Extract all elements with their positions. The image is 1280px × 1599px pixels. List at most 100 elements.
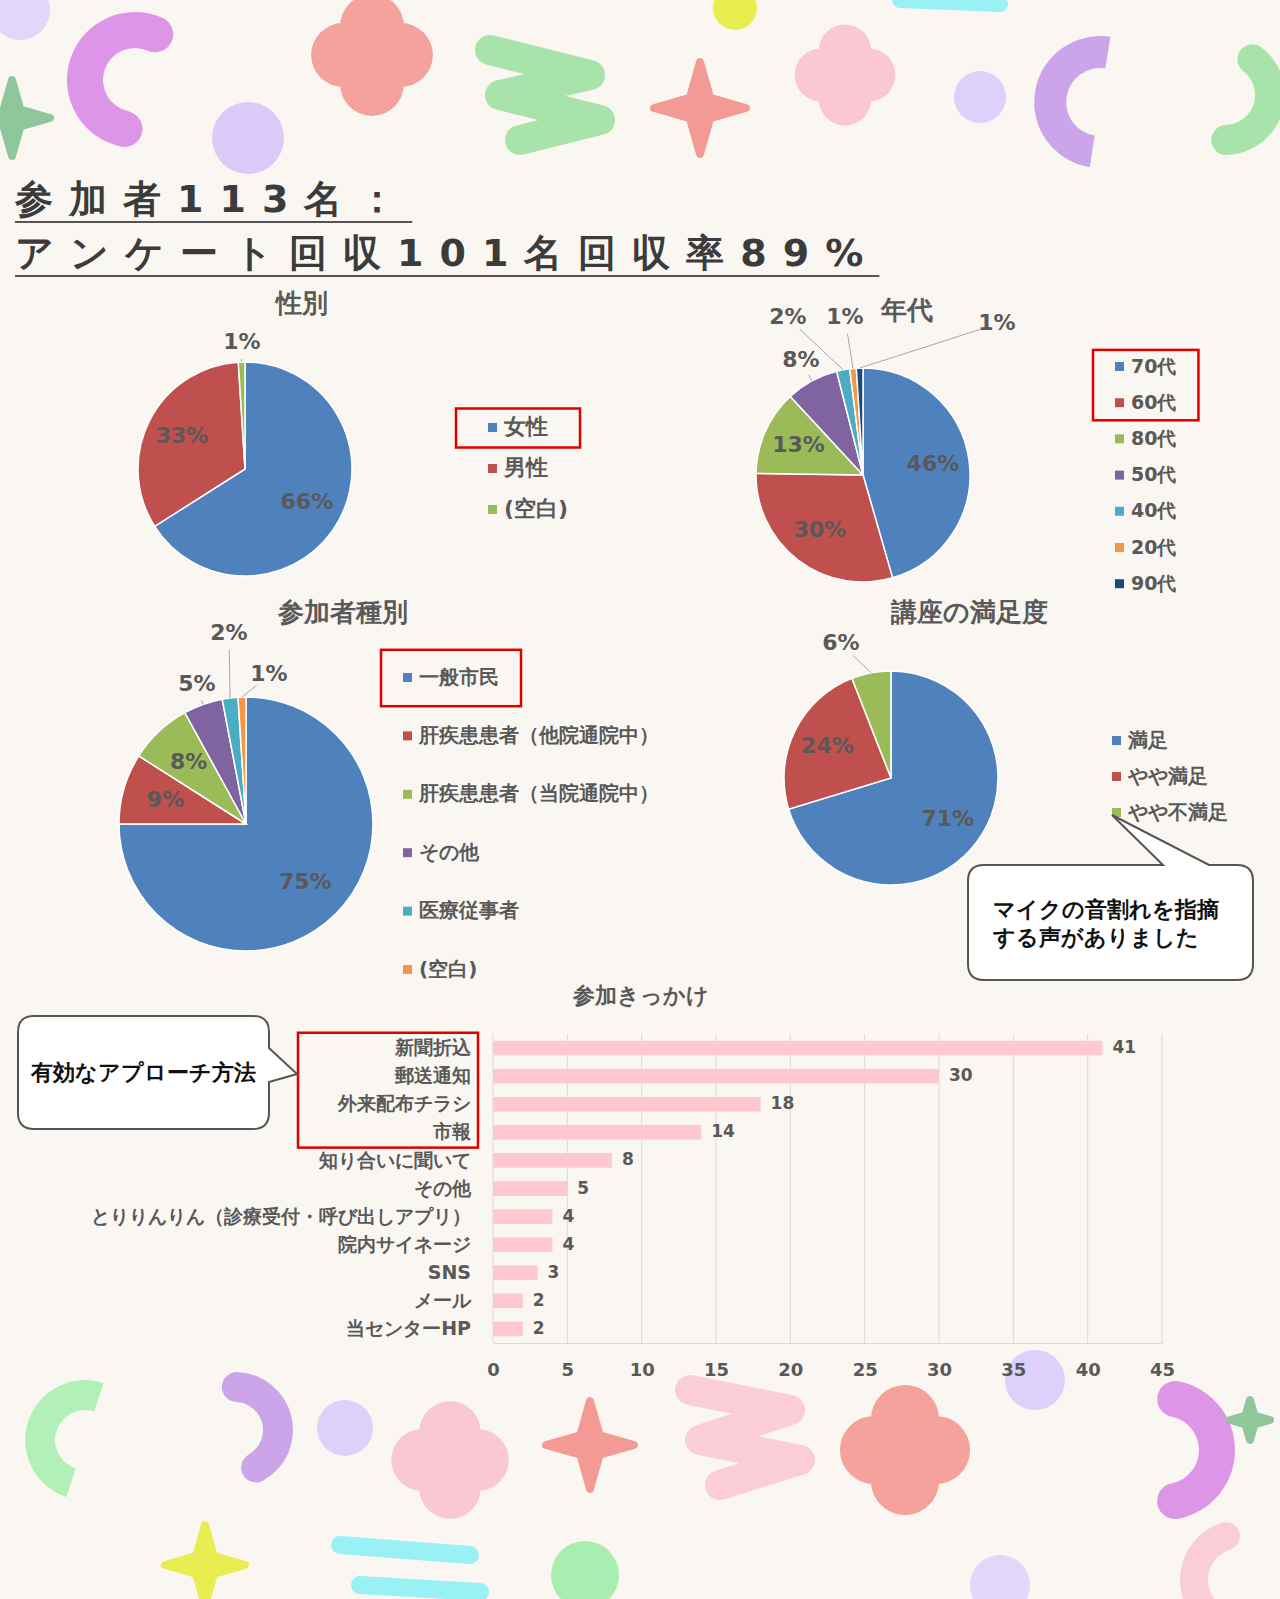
tick-label: 25 xyxy=(853,1359,878,1380)
decoration-part xyxy=(868,1413,942,1487)
data-label: 13% xyxy=(772,432,825,457)
chart-title: 参加きっかけ xyxy=(572,983,709,1008)
bar xyxy=(493,1209,552,1224)
decoration xyxy=(340,1545,470,1555)
legend-label: 肝疾患患者（当院通院中） xyxy=(418,781,659,805)
legend-label: 男性 xyxy=(503,455,548,480)
data-label: 5 xyxy=(577,1178,589,1198)
tick: 市報 xyxy=(432,1120,493,1142)
tick: 0 xyxy=(487,1343,500,1380)
x-axis: 051015202530354045 xyxy=(487,1343,1175,1380)
legend-swatch xyxy=(488,505,497,514)
callout-box xyxy=(18,1016,297,1129)
data-label: 1% xyxy=(826,304,863,329)
tick-label: 15 xyxy=(704,1359,729,1380)
decoration xyxy=(551,1541,619,1599)
tick: 外来配布チラシ xyxy=(337,1092,493,1114)
pie-slice xyxy=(138,362,245,526)
tick: 15 xyxy=(704,1343,729,1380)
chart-title: 性別 xyxy=(274,288,328,318)
decoration xyxy=(317,1400,373,1456)
tick-label: 知り合いに聞いて xyxy=(318,1148,471,1170)
pie-slices xyxy=(784,671,998,885)
data-label: 1% xyxy=(223,329,260,354)
decoration xyxy=(212,102,284,174)
header-underline xyxy=(15,221,412,223)
legend-swatch xyxy=(1112,736,1121,745)
pie-slice xyxy=(852,671,891,778)
legend: 満足やや満足やや不満足 xyxy=(1112,728,1228,824)
header-title: アンケート回収101名回収率89% xyxy=(15,231,879,275)
legend-swatch xyxy=(1115,471,1124,480)
tick-label: 35 xyxy=(1001,1359,1026,1380)
tick-label: とりりんりん（診療受付・呼び出しアプリ） xyxy=(91,1205,471,1227)
grid xyxy=(493,1034,1162,1343)
data-label: 4 xyxy=(562,1234,574,1254)
pie-chart: 講座の満足度71%24%6%満足やや満足やや不満足 xyxy=(784,597,1253,981)
bars xyxy=(493,1041,1103,1337)
tick-label: 外来配布チラシ xyxy=(337,1092,471,1114)
data-label: 66% xyxy=(281,489,334,514)
pie-slice xyxy=(756,473,893,582)
bar xyxy=(493,1265,538,1280)
decoration xyxy=(222,1372,293,1482)
tick: SNS xyxy=(428,1261,493,1283)
data-label: 8% xyxy=(782,347,819,372)
tick: 20 xyxy=(778,1343,803,1380)
leader-line xyxy=(809,375,812,381)
bar-chart: 参加きっかけ051015202530354045新聞折込郵送通知外来配布チラシ市… xyxy=(18,983,1175,1380)
data-label: 30% xyxy=(794,517,847,542)
header-title: 参加者113名： xyxy=(14,177,412,221)
data-label: 8% xyxy=(170,749,207,774)
bar xyxy=(493,1237,552,1252)
decoration xyxy=(795,25,896,126)
decoration xyxy=(0,80,50,156)
decoration xyxy=(1211,44,1280,155)
decoration xyxy=(311,0,433,116)
decoration-part xyxy=(816,46,874,104)
tick: 10 xyxy=(630,1343,655,1380)
tick-label: SNS xyxy=(428,1261,471,1283)
tick: 5 xyxy=(562,1343,575,1380)
decoration xyxy=(0,0,50,40)
pie-slices xyxy=(756,368,970,582)
tick-label: 市報 xyxy=(432,1120,472,1142)
legend-label: やや不満足 xyxy=(1127,800,1228,824)
legend-label: その他 xyxy=(419,840,480,864)
grid-line xyxy=(1087,1034,1088,1343)
legend: 70代60代80代50代40代20代90代 xyxy=(1093,350,1198,594)
decoration-part xyxy=(416,1426,483,1493)
data-label: 18 xyxy=(771,1093,795,1113)
pie-slice xyxy=(238,362,245,469)
tick-label: 0 xyxy=(487,1359,500,1380)
bar xyxy=(493,1153,612,1168)
page: 参加者113名：アンケート回収101名回収率89%性別66%33%1%女性男性(… xyxy=(0,0,1280,1599)
legend-label: 20代 xyxy=(1131,536,1176,558)
decoration xyxy=(67,12,173,147)
tick: 35 xyxy=(1001,1343,1026,1380)
data-label: 6% xyxy=(822,630,859,655)
leader-line xyxy=(860,329,982,368)
legend-swatch xyxy=(488,423,497,432)
data-label: 75% xyxy=(279,869,332,894)
leader-line xyxy=(229,650,231,698)
decoration xyxy=(391,1401,509,1519)
pie-slice xyxy=(119,697,373,951)
pie-chart: 参加者種別75%9%8%5%2%1%一般市民肝疾患患者（他院通院中）肝疾患患者（… xyxy=(119,597,659,981)
decoration xyxy=(1230,1400,1270,1440)
bar xyxy=(493,1125,701,1140)
data-label: 8 xyxy=(622,1149,634,1169)
leader-line xyxy=(242,685,257,697)
decoration xyxy=(690,1390,800,1485)
legend-swatch xyxy=(403,731,412,740)
legend-label: (空白) xyxy=(504,496,568,521)
decoration xyxy=(1180,1522,1240,1599)
decoration xyxy=(713,0,757,30)
data-label: 4 xyxy=(562,1206,574,1226)
pie-slice xyxy=(856,368,863,475)
tick-label: 10 xyxy=(630,1359,655,1380)
highlight-box xyxy=(381,650,521,706)
pie-chart: 性別66%33%1%女性男性(空白) xyxy=(138,288,580,577)
legend-label: 肝疾患患者（他院通院中） xyxy=(418,723,659,747)
data-label: 30 xyxy=(949,1065,973,1085)
